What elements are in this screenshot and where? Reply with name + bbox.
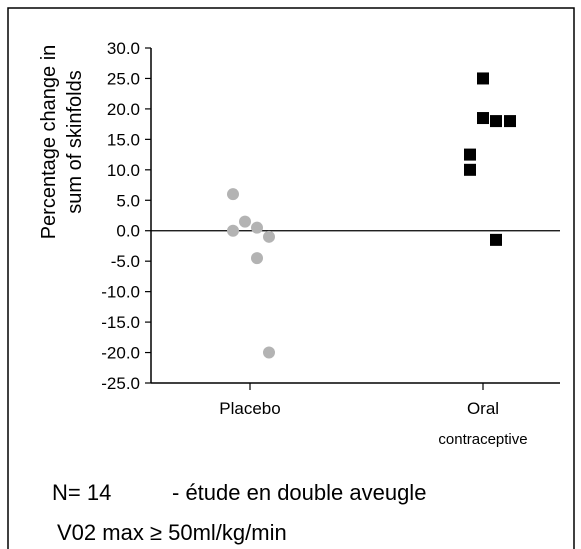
y-tick-label: 15.0	[107, 130, 140, 149]
point	[263, 346, 275, 359]
y-tick-label: 20.0	[107, 100, 140, 119]
point	[227, 224, 239, 237]
y-tick-label: 5.0	[116, 191, 140, 210]
y-tick-label: -15.0	[101, 313, 140, 332]
point	[251, 221, 263, 234]
y-axis-label: Percentage change in	[38, 45, 60, 240]
point	[477, 72, 489, 85]
point	[464, 163, 476, 176]
point	[263, 230, 275, 243]
y-tick-label: -25.0	[101, 374, 140, 393]
y-tick-label: -20.0	[101, 344, 140, 363]
annotation: N= 14	[52, 480, 111, 505]
y-tick-label: -5.0	[111, 252, 140, 271]
point	[490, 233, 502, 246]
point	[227, 188, 239, 201]
x-tick-label: Placebo	[219, 399, 280, 418]
y-tick-label: -10.0	[101, 283, 140, 302]
point	[490, 115, 502, 128]
annotation: V02 max ≥ 50ml/kg/min	[57, 520, 287, 545]
point	[477, 112, 489, 125]
annotation: - étude en double aveugle	[172, 480, 426, 505]
y-tick-label: 25.0	[107, 69, 140, 88]
point	[464, 148, 476, 161]
point	[504, 115, 516, 128]
frame	[7, 7, 575, 549]
y-tick-label: 0.0	[116, 222, 140, 241]
y-tick-label: 30.0	[107, 39, 140, 58]
y-tick-label: 10.0	[107, 161, 140, 180]
y-axis-label: sum of skinfolds	[64, 70, 86, 213]
x-tick-label: Oral contraceptive	[438, 399, 527, 448]
point	[239, 215, 251, 228]
point	[251, 252, 263, 265]
